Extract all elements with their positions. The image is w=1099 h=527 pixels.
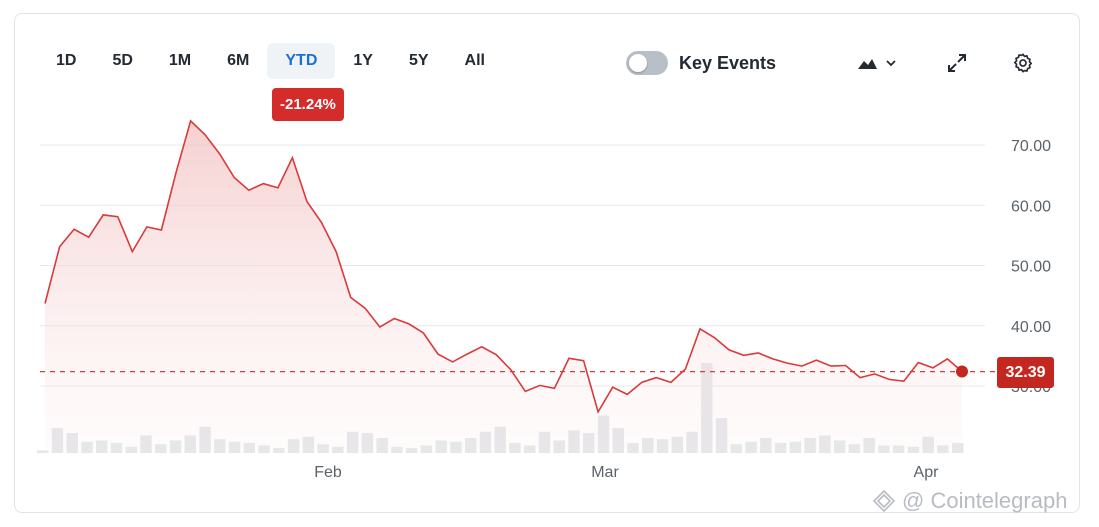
last-price-marker — [956, 365, 968, 378]
watermark-logo-icon — [872, 489, 896, 513]
range-tab-1y[interactable]: 1Y — [353, 52, 373, 69]
settings-button[interactable] — [1009, 48, 1037, 78]
expand-button[interactable] — [943, 48, 971, 78]
key-events-label: Key Events — [679, 52, 777, 73]
range-tab-ytd[interactable]: YTD — [267, 43, 336, 79]
range-tab-1d[interactable]: 1D — [56, 52, 77, 69]
key-events-toggle[interactable] — [626, 51, 668, 75]
y-tick-label: 40.00 — [1011, 319, 1051, 336]
watermark: @ Cointelegraph — [872, 488, 1067, 514]
chart-type-button[interactable] — [852, 48, 900, 78]
gear-icon — [1013, 53, 1033, 73]
price-area — [45, 120, 962, 454]
y-tick-label: 70.00 — [1011, 138, 1051, 155]
range-tab-5d[interactable]: 5D — [112, 52, 133, 69]
range-selector: 1D 5D 1M 6M YTD 1Y 5Y All — [38, 43, 503, 79]
price-line — [44, 119, 963, 414]
mountain-chart-icon — [858, 59, 877, 69]
key-events-toggle-group[interactable]: Key Events — [626, 48, 776, 78]
volume-bar — [37, 450, 49, 453]
watermark-text: @ Cointelegraph — [902, 488, 1068, 513]
x-tick-label: Apr — [914, 464, 940, 481]
y-tick-label: 50.00 — [1011, 259, 1051, 276]
range-tab-5y[interactable]: 5Y — [408, 52, 429, 69]
toggle-knob — [629, 54, 647, 72]
range-tab-1m[interactable]: 1M — [168, 52, 192, 69]
ytd-change-badge: -21.24% — [272, 88, 344, 121]
expand-icon — [948, 54, 966, 72]
current-price-badge: 32.39 — [997, 357, 1054, 388]
x-tick-label: Mar — [591, 464, 619, 481]
x-tick-label: Feb — [314, 464, 342, 481]
range-tab-all[interactable]: All — [464, 52, 485, 69]
chevron-down-icon — [886, 60, 896, 67]
y-tick-label: 60.00 — [1011, 198, 1051, 215]
range-tab-6m[interactable]: 6M — [227, 52, 250, 69]
